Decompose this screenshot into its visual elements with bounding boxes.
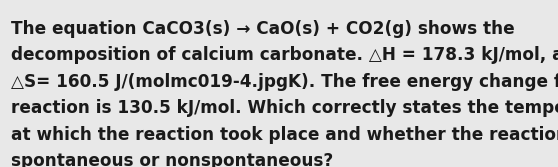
- Text: decomposition of calcium carbonate. △H = 178.3 kJ/mol, and: decomposition of calcium carbonate. △H =…: [11, 46, 558, 64]
- Text: spontaneous or nonspontaneous?: spontaneous or nonspontaneous?: [11, 152, 334, 167]
- Text: reaction is 130.5 kJ/mol. Which correctly states the temperature: reaction is 130.5 kJ/mol. Which correctl…: [11, 99, 558, 117]
- Text: at which the reaction took place and whether the reaction is: at which the reaction took place and whe…: [11, 126, 558, 144]
- Text: △S= 160.5 J/(molmc019-4.jpgK). The free energy change for the: △S= 160.5 J/(molmc019-4.jpgK). The free …: [11, 73, 558, 91]
- Text: The equation CaCO3(s) → CaO(s) + CO2(g) shows the: The equation CaCO3(s) → CaO(s) + CO2(g) …: [11, 20, 515, 38]
